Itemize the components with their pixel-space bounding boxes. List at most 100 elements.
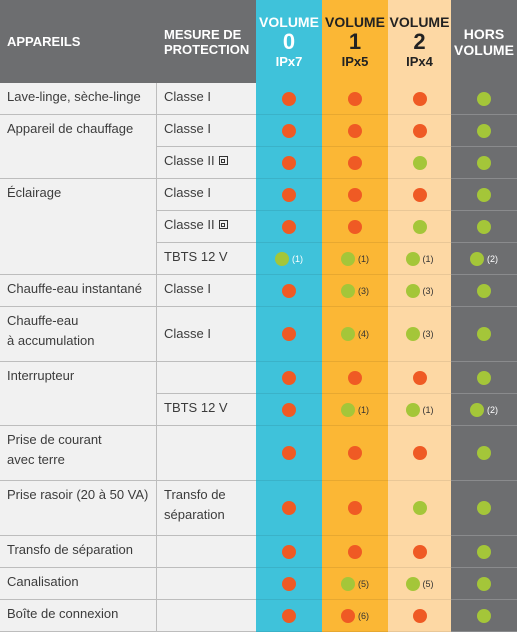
footnote-marker: (1) xyxy=(358,253,369,264)
protection-label: TBTS 12 V xyxy=(164,398,256,418)
header-volume0-line2: 0 xyxy=(282,28,296,54)
appliance-label: avec terre xyxy=(7,452,65,467)
volume-cell-v0: (1) xyxy=(256,243,322,275)
volume-cell-v2 xyxy=(388,83,451,115)
allowed-dot xyxy=(405,251,420,266)
allowed-dot xyxy=(477,155,491,170)
protection-cell: TBTS 12 V xyxy=(157,394,256,426)
appliance-label: Chauffe-eau instantané xyxy=(7,281,142,296)
volume-cell-hors xyxy=(451,179,517,211)
volume-cell-v1 xyxy=(322,83,388,115)
volume-cell-v2: (5) xyxy=(388,568,451,600)
not-allowed-dot xyxy=(412,544,427,559)
volume-cell-v2 xyxy=(388,362,451,394)
allowed-dot xyxy=(477,370,491,385)
header-hors-volume: HORS VOLUME xyxy=(451,0,517,83)
header-volume1-line1: VOLUME xyxy=(325,13,385,30)
not-allowed-dot xyxy=(282,402,296,417)
not-allowed-dot xyxy=(282,123,296,138)
volume-cell-v0 xyxy=(256,307,322,362)
appliance-label: à accumulation xyxy=(7,333,95,348)
allowed-dot xyxy=(405,327,420,341)
not-allowed-dot xyxy=(282,576,296,591)
appliance-label: Boîte de connexion xyxy=(7,606,119,621)
protection-cell xyxy=(157,568,256,600)
appliance-label: Prise rasoir (20 à 50 VA) xyxy=(7,487,149,502)
allowed-dot xyxy=(341,327,355,341)
header-appareils-label: APPAREILS xyxy=(7,34,81,49)
volume-cell-v1: (6) xyxy=(322,600,388,632)
allowed-dot xyxy=(412,501,427,515)
protection-cell: Classe II xyxy=(157,211,256,243)
protection-label: Classe I xyxy=(164,183,256,203)
allowed-dot xyxy=(341,576,355,591)
protection-label: Transfo de xyxy=(164,485,256,505)
volume-cell-v2 xyxy=(388,115,451,147)
appliance-cell: Appareil de chauffage xyxy=(0,115,157,179)
not-allowed-dot xyxy=(348,501,362,515)
volume-cell-v0 xyxy=(256,179,322,211)
volume-cell-hors xyxy=(451,536,517,568)
volume-cell-hors xyxy=(451,307,517,362)
protection-cell xyxy=(157,600,256,632)
volume-cell-v1 xyxy=(322,481,388,536)
header-volume1: VOLUME 1 IPx5 xyxy=(322,0,388,83)
volume-cell-v1 xyxy=(322,147,388,179)
allowed-dot xyxy=(405,402,420,417)
volume-cell-v2: (3) xyxy=(388,275,451,307)
allowed-dot xyxy=(477,283,491,298)
protection-cell xyxy=(157,362,256,394)
volume-cell-hors xyxy=(451,426,517,481)
protection-text: séparation xyxy=(164,507,225,522)
volume-cell-v2 xyxy=(388,426,451,481)
protection-cell: TBTS 12 V xyxy=(157,243,256,275)
volume-cell-hors xyxy=(451,83,517,115)
volume-cell-hors xyxy=(451,275,517,307)
protection-label: Classe II xyxy=(164,151,256,171)
appliance-cell: Prise rasoir (20 à 50 VA) xyxy=(0,481,157,536)
not-allowed-dot xyxy=(412,123,427,138)
allowed-dot xyxy=(470,402,484,417)
protection-cell: Classe I xyxy=(157,275,256,307)
header-mesure-line: PROTECTION xyxy=(164,41,250,57)
appliance-label: Transfo de séparation xyxy=(7,542,133,557)
volume-cell-v0 xyxy=(256,481,322,536)
volume-cell-hors xyxy=(451,147,517,179)
allowed-dot xyxy=(477,608,491,623)
footnote-marker: (1) xyxy=(358,404,369,415)
volume-cell-v1 xyxy=(322,115,388,147)
volume-cell-hors xyxy=(451,211,517,243)
not-allowed-dot xyxy=(348,187,362,202)
footnote-marker: (2) xyxy=(487,253,498,264)
header-volume0-line1: VOLUME xyxy=(259,13,319,30)
header-volume2-line3: IPx4 xyxy=(406,53,433,69)
not-allowed-dot xyxy=(412,91,427,106)
allowed-dot xyxy=(275,251,289,266)
appliance-label: Prise de courant xyxy=(7,432,102,447)
header-volume2-line2: 2 xyxy=(413,28,426,54)
allowed-dot xyxy=(477,544,491,559)
volume-cell-hors: (2) xyxy=(451,243,517,275)
header-hors-line: HORS xyxy=(463,25,505,42)
footnote-marker: (3) xyxy=(422,285,434,296)
allowed-dot xyxy=(341,402,355,417)
header-volume0-line3: IPx7 xyxy=(275,53,303,69)
footnote-marker: (3) xyxy=(358,285,369,296)
appliance-cell: Chauffe-eau instantané xyxy=(0,275,157,307)
header-mesure: MESURE DE PROTECTION xyxy=(157,0,256,83)
protection-cell: Classe I xyxy=(157,83,256,115)
not-allowed-dot xyxy=(282,446,296,460)
allowed-dot xyxy=(477,91,491,106)
not-allowed-dot xyxy=(412,446,427,460)
volume-cell-v0 xyxy=(256,147,322,179)
not-allowed-dot xyxy=(348,370,362,385)
allowed-dot xyxy=(405,576,420,591)
protection-text: Transfo de xyxy=(164,487,226,502)
volume-cell-v1 xyxy=(322,362,388,394)
not-allowed-dot xyxy=(282,370,296,385)
not-allowed-dot xyxy=(282,155,296,170)
volume-cell-hors xyxy=(451,600,517,632)
footnote-marker: (1) xyxy=(422,404,434,415)
not-allowed-dot xyxy=(282,219,296,234)
protection-label: Classe I xyxy=(164,119,256,139)
